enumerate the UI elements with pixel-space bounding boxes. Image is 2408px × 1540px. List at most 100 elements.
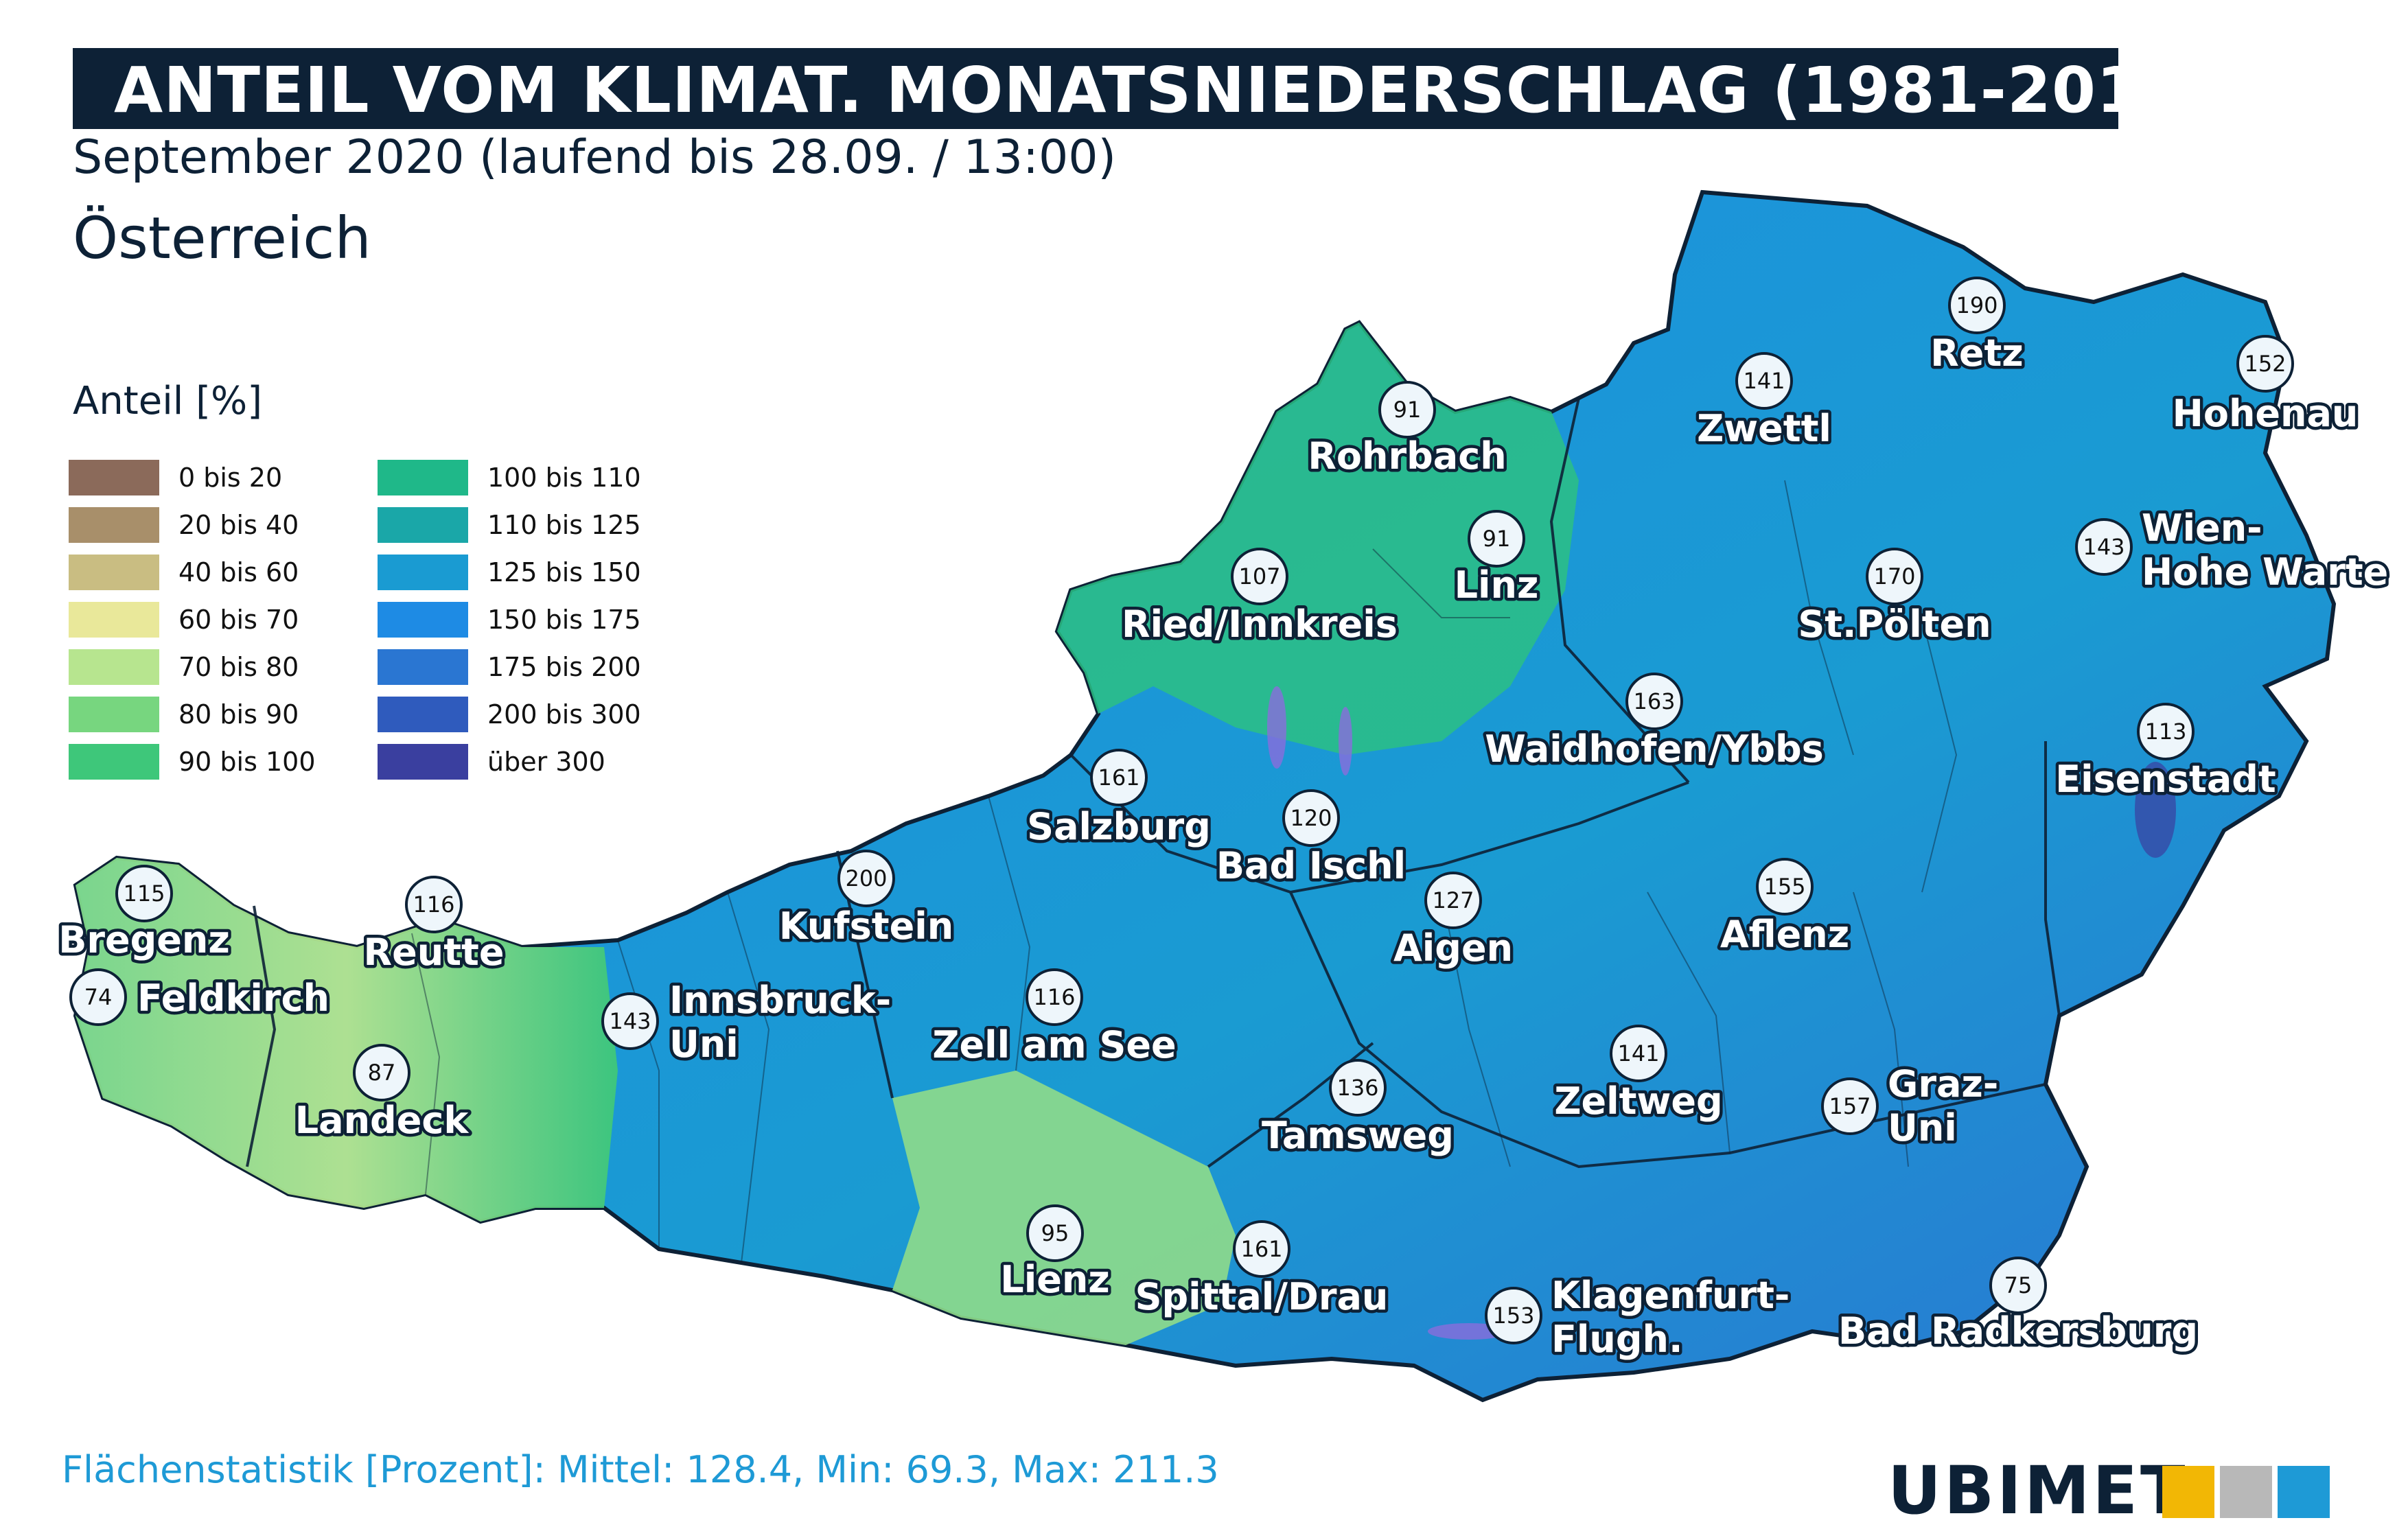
station-name: Eisenstadt (2055, 758, 2276, 801)
station-value: 152 (2244, 351, 2286, 377)
station-name-line2: Uni (669, 1023, 739, 1066)
station-circle (1424, 872, 1482, 929)
station-name: Landeck (295, 1099, 470, 1142)
legend-label: 90 bis 100 (178, 747, 316, 777)
station-marker: 87 Landeck (292, 1044, 472, 1145)
station-marker: 170 St.Pölten (1795, 548, 1994, 649)
legend-swatch (69, 507, 159, 543)
station-name: Aflenz (1720, 913, 1849, 956)
legend-label: über 300 (487, 747, 605, 777)
station-value: 95 (1041, 1220, 1069, 1246)
station-value: 91 (1393, 397, 1422, 423)
station-marker: 113 Eisenstadt (2052, 703, 2279, 804)
legend-label: 125 bis 150 (487, 557, 641, 587)
station-marker: 107 Ried/Innkreis (1119, 548, 1400, 649)
station-circle (1735, 352, 1793, 410)
station-marker: 161 Salzburg (1024, 749, 1214, 852)
station-marker: 153 Klagenfurt-Flugh. (1485, 1271, 1793, 1364)
legend-item: 60 bis 70 (69, 602, 357, 639)
legend-item: 80 bis 90 (69, 697, 357, 734)
station-value: 115 (123, 880, 165, 907)
legend-item: 0 bis 20 (69, 460, 357, 497)
station-name: Feldkirch (137, 977, 329, 1020)
station-name: Bad Radkersburg (1838, 1309, 2198, 1353)
station-marker: 115 Bregenz (56, 865, 233, 965)
station-name-line2: Flugh. (1551, 1318, 1682, 1361)
station-marker: 127 Aigen (1390, 872, 1516, 973)
station-circle (1610, 1025, 1667, 1082)
station-name: Klagenfurt- (1551, 1274, 1790, 1317)
legend-label: 40 bis 60 (178, 557, 299, 587)
station-name: Spittal/Drau (1135, 1275, 1389, 1318)
station-circle (1989, 1257, 2047, 1314)
legend-swatch (69, 697, 159, 732)
legend-item: 70 bis 80 (69, 649, 357, 686)
west-zone (76, 858, 618, 1222)
legend: 0 bis 20 20 bis 40 40 bis 60 60 bis 70 70 bi… (69, 460, 659, 789)
station-name: Zwettl (1697, 407, 1831, 450)
station-value: 127 (1432, 887, 1474, 913)
station-circle (1026, 968, 1083, 1026)
station-value: 120 (1290, 805, 1332, 831)
station-name: Ried/Innkreis (1122, 603, 1398, 646)
legend-swatch (378, 460, 468, 495)
station-name: Tamsweg (1262, 1114, 1454, 1157)
station-name: St.Pölten (1798, 603, 1991, 646)
station-circle (2236, 335, 2294, 393)
station-value: 141 (1617, 1040, 1659, 1066)
north-zone (1057, 323, 1579, 755)
station-value: 170 (1873, 563, 1915, 590)
station-name: Linz (1455, 563, 1539, 607)
legend-swatch (69, 602, 159, 638)
station-value: 155 (1763, 874, 1805, 900)
station-name: Lienz (1000, 1258, 1109, 1301)
station-circle (1468, 510, 1525, 568)
station-marker: 143 Wien-Hohe Warte (2075, 504, 2392, 597)
station-circle (1866, 548, 1923, 605)
area-statistics: Flächenstatistik [Prozent]: Mittel: 128.… (62, 1448, 1219, 1491)
station-marker: 200 Kufstein (776, 850, 957, 951)
lake (1267, 686, 1286, 769)
station-name: Bregenz (58, 918, 230, 961)
lake (2135, 762, 2176, 858)
station-circle (115, 865, 173, 922)
station-value: 153 (1492, 1303, 1534, 1329)
station-marker: 157 Graz-Uni (1821, 1060, 2002, 1153)
legend-swatch (378, 744, 468, 780)
station-circle (1625, 673, 1683, 730)
station-name: Rohrbach (1308, 434, 1506, 478)
station-circle (1233, 1220, 1290, 1278)
legend-swatch (69, 555, 159, 590)
station-circle (1948, 277, 2006, 334)
legend-item: 150 bis 175 (378, 602, 666, 639)
title-bar: ANTEIL VOM KLIMAT. MONATSNIEDERSCHLAG (1… (73, 48, 2214, 129)
station-value: 163 (1633, 688, 1675, 714)
legend-item: 40 bis 60 (69, 555, 357, 592)
station-name: Wien- (2142, 506, 2262, 550)
legend-label: 80 bis 90 (178, 699, 299, 730)
station-marker: 141 Zeltweg (1551, 1025, 1726, 1126)
station-value: 143 (609, 1008, 651, 1034)
station-circle (405, 876, 463, 933)
legend-swatch (69, 460, 159, 495)
station-circle (1329, 1059, 1387, 1117)
legend-label: 150 bis 175 (487, 605, 641, 635)
legend-label: 200 bis 300 (487, 699, 641, 730)
legend-swatch (378, 507, 468, 543)
legend-item: 125 bis 150 (378, 555, 666, 592)
station-name: Aigen (1393, 926, 1513, 970)
legend-label: 60 bis 70 (178, 605, 299, 635)
legend-item: 175 bis 200 (378, 649, 666, 686)
map-title: ANTEIL VOM KLIMAT. MONATSNIEDERSCHLAG (1… (114, 54, 2216, 127)
station-circle (1090, 749, 1148, 806)
station-circle (1282, 789, 1340, 847)
station-marker: 163 Waidhofen/Ybbs (1482, 673, 1827, 774)
station-value: 116 (413, 891, 454, 918)
station-marker: 75 Bad Radkersburg (1836, 1257, 2201, 1356)
station-name: Salzburg (1027, 805, 1211, 848)
station-circle (353, 1044, 410, 1101)
station-value: 87 (368, 1060, 396, 1086)
station-marker: 136 Tamsweg (1259, 1059, 1457, 1160)
station-circle (1026, 1204, 1084, 1262)
